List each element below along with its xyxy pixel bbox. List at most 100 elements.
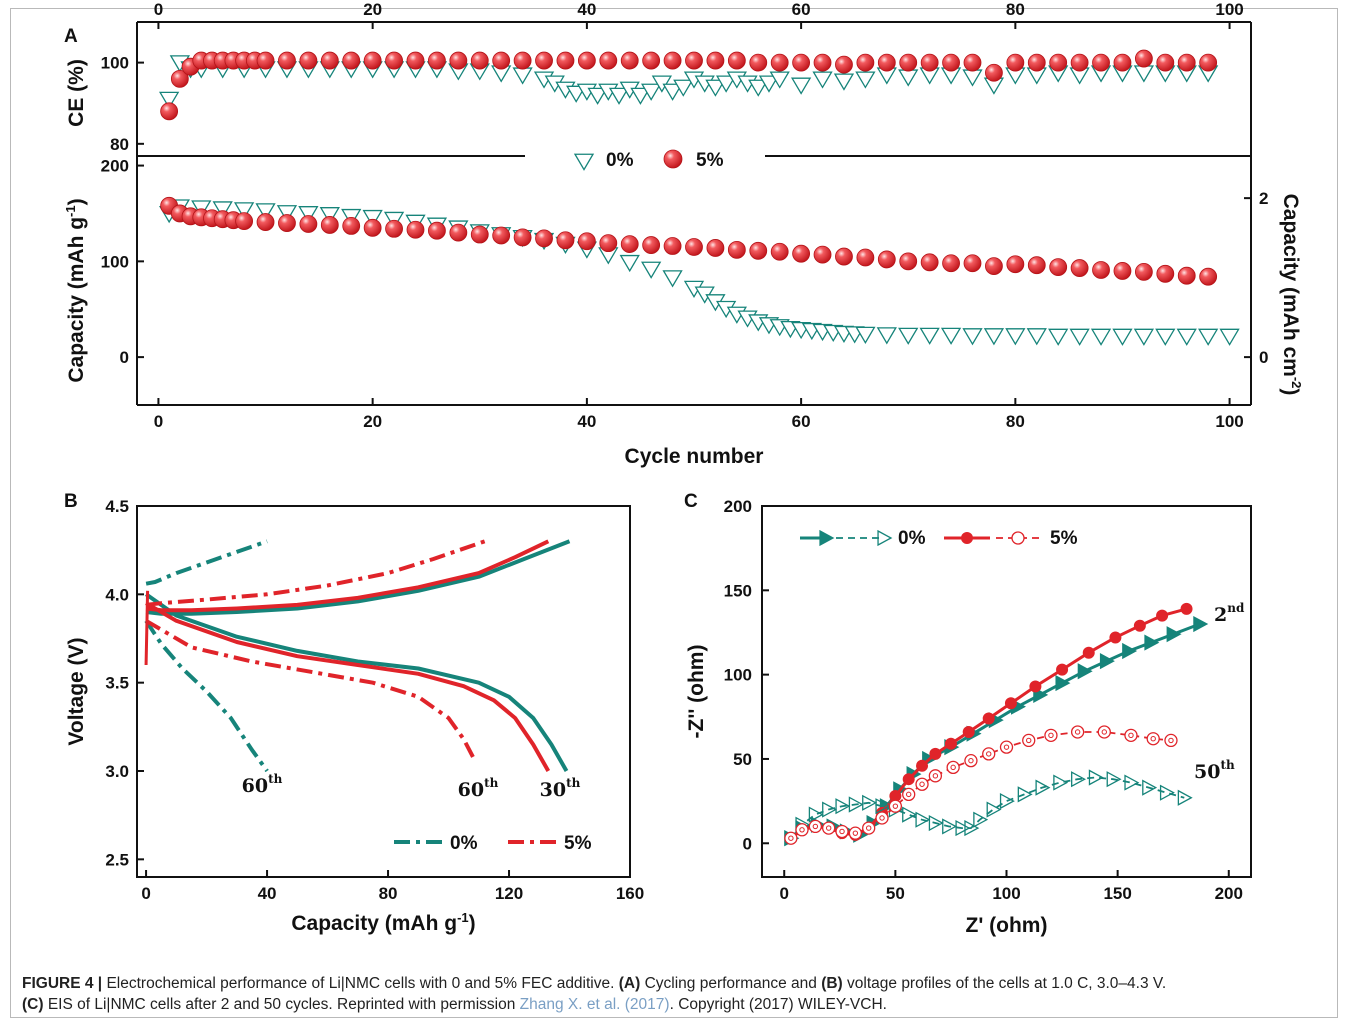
eis-point-5pct-50th xyxy=(946,760,960,775)
capacity-point-5pct xyxy=(792,244,811,263)
y-tick-label-b: 3.5 xyxy=(105,674,129,693)
eis-point-0pct-50th xyxy=(822,801,838,818)
x-tick-label-bottom: 0 xyxy=(154,412,163,431)
x-tick-label-b: 160 xyxy=(616,884,644,903)
eis-point-0pct-50th xyxy=(955,820,971,837)
eis-point-0pct-50th xyxy=(928,814,944,832)
eis-point-inner-5pct-50th xyxy=(1128,732,1134,739)
x-tick-label-top: 0 xyxy=(154,0,163,19)
ce-point-5pct xyxy=(792,53,811,72)
ce-point-5pct xyxy=(663,51,682,70)
caption-panel-c: (C) xyxy=(22,996,44,1013)
x-tick-label-b: 80 xyxy=(379,884,398,903)
eis-point-5pct-50th xyxy=(784,831,798,845)
eis-point-5pct-50th xyxy=(795,823,809,837)
capacity-point-5pct xyxy=(663,237,682,255)
capacity-point-5pct xyxy=(1177,266,1196,285)
y-tick-label-b: 3.0 xyxy=(105,762,129,781)
capacity-point-0pct xyxy=(1198,328,1219,346)
ce-point-0pct xyxy=(715,75,737,93)
x-tick-label-b: 40 xyxy=(258,884,277,903)
panel-b: B 0 40 80 120 160 2.5 3.0 3.5 4.0 4.5 Capacity (mAh… xyxy=(64,491,644,935)
eis-point-inner-5pct-50th xyxy=(986,751,992,757)
eis-point-inner-5pct-50th xyxy=(968,757,974,764)
x-tick-label-top: 80 xyxy=(1006,0,1025,19)
ce-point-5pct xyxy=(899,53,918,72)
capacity-point-5pct xyxy=(920,253,939,272)
eis-point-5pct-50th xyxy=(1124,728,1138,742)
eis-point-5pct-2nd xyxy=(1082,646,1095,659)
capacity-point-0pct xyxy=(362,209,383,228)
capacity-point-5pct xyxy=(535,229,553,248)
ce-point-5pct xyxy=(685,51,703,70)
capacity-point-5pct xyxy=(749,241,768,260)
ce-point-5pct xyxy=(1070,53,1089,72)
plot-frame-b xyxy=(136,505,631,878)
x-axis-label-c: Z' (ohm) xyxy=(966,914,1048,937)
eis-point-5pct-2nd xyxy=(962,725,975,738)
ce-point-5pct xyxy=(492,51,511,70)
capacity-point-0pct xyxy=(212,201,233,219)
eis-point-5pct-50th xyxy=(1164,733,1178,748)
eis-point-inner-5pct-50th xyxy=(1150,736,1156,742)
eis-point-inner-5pct-50th xyxy=(1026,737,1032,744)
capacity-point-5pct xyxy=(813,245,832,264)
ce-point-0pct xyxy=(641,83,662,101)
eis-point-inner-5pct-50th xyxy=(932,773,939,779)
capacity-point-5pct xyxy=(1027,256,1046,275)
capacity-point-5pct xyxy=(835,247,853,266)
x-tick-label-top: 40 xyxy=(577,0,596,19)
ce-point-5pct xyxy=(278,51,296,70)
eis-point-inner-5pct-50th xyxy=(1074,729,1081,735)
x-tick-label-b: 120 xyxy=(495,884,523,903)
capacity-point-0pct xyxy=(1048,328,1069,346)
x-tick-label-bottom: 20 xyxy=(363,412,382,431)
eis-point-0pct-50th xyxy=(808,806,824,823)
caption-panel-a: (A) xyxy=(618,975,641,992)
eis-point-inner-5pct-50th xyxy=(788,835,794,841)
eis-point-5pct-2nd xyxy=(1004,697,1017,710)
x-tick-label-c: 100 xyxy=(992,884,1020,903)
eis-line-0pct-2nd xyxy=(789,622,1201,840)
x-tick-label-top: 60 xyxy=(792,0,811,19)
ce-point-5pct xyxy=(727,51,746,70)
eis-point-0pct-2nd xyxy=(1055,674,1071,692)
ce-point-5pct xyxy=(363,51,382,70)
eis-point-0pct-50th xyxy=(964,820,980,837)
ce-point-0pct xyxy=(673,79,694,97)
discharge-curve-5pct-solid xyxy=(145,601,551,772)
y-axis-label-c: -Z'' (ohm) xyxy=(685,645,708,739)
x-tick-label-top: 20 xyxy=(363,0,382,19)
eis-point-5pct-2nd xyxy=(916,759,929,772)
y-tick-label-c: 150 xyxy=(724,581,752,600)
eis-point-5pct-2nd xyxy=(902,773,915,786)
eis-point-inner-5pct-50th xyxy=(1168,737,1174,744)
ce-point-5pct xyxy=(770,53,789,72)
y-tick-label-capacity: 0 xyxy=(120,348,129,367)
capacity-point-0pct xyxy=(1155,328,1176,346)
ce-point-5pct xyxy=(577,51,596,70)
capacity-point-0pct xyxy=(1090,328,1112,346)
eis-point-5pct-50th xyxy=(982,747,996,761)
eis-point-0pct-2nd xyxy=(1193,615,1209,633)
capacity-point-5pct xyxy=(385,219,403,238)
eis-point-5pct-50th xyxy=(902,787,916,802)
eis-point-5pct-50th xyxy=(964,753,978,768)
capacity-point-5pct xyxy=(985,257,1003,276)
discharge-curve-5pct-dash-dot xyxy=(145,619,478,764)
x-tick-label-c: 150 xyxy=(1103,884,1131,903)
ce-point-5pct xyxy=(749,53,768,72)
ce-point-5pct xyxy=(920,53,939,72)
legend-label-5pct-b: 5% xyxy=(564,833,592,854)
y-tick-label-c: 50 xyxy=(733,750,752,769)
legend-marker-0pct-2nd xyxy=(819,529,835,547)
caption-reference-link[interactable]: Zhang X. et al. (2017) xyxy=(519,996,670,1013)
capacity-point-5pct xyxy=(1006,255,1025,274)
ce-point-0pct xyxy=(758,75,780,93)
panel-c: C 0 50 100 150 200 0 50 100 150 200 Z' (ohm) -Z'' (o… xyxy=(684,491,1252,937)
capacity-point-0pct xyxy=(641,261,662,279)
charge-curve-5pct-solid xyxy=(145,539,550,613)
capacity-point-0pct xyxy=(855,326,876,344)
capacity-point-0pct xyxy=(298,206,319,224)
legend-label-0pct-c: 0% xyxy=(898,528,926,549)
